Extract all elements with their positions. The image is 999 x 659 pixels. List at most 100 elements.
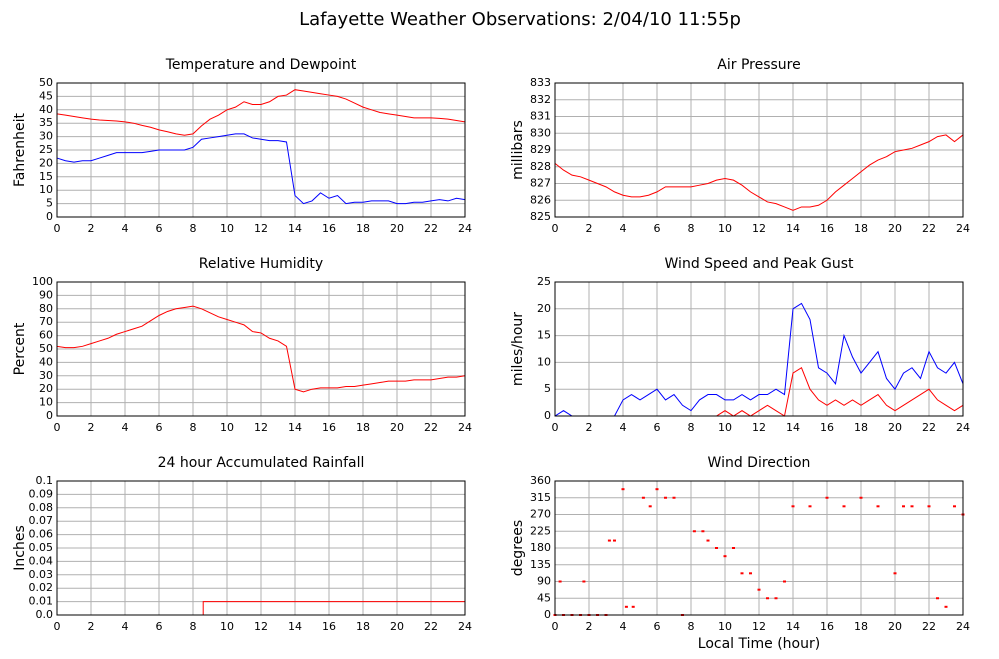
x-tick-label: 10 [718, 421, 732, 434]
y-tick-label: 0.04 [29, 554, 54, 567]
chart-title: Relative Humidity [199, 256, 323, 272]
y-tick-label: 50 [39, 342, 53, 355]
x-tick-label: 6 [156, 620, 163, 633]
y-tick-label: 10 [39, 396, 53, 409]
y-tick-label: 832 [530, 93, 551, 106]
scatter-point [624, 605, 628, 608]
scatter-point [672, 496, 676, 499]
y-tick-label: 70 [39, 315, 53, 328]
x-tick-label: 14 [288, 222, 302, 235]
series-line [56, 89, 466, 136]
x-tick-label: 10 [718, 222, 732, 235]
x-tick-label: 4 [122, 222, 129, 235]
y-tick-label: 60 [39, 329, 53, 342]
x-tick-label: 8 [688, 620, 695, 633]
scatter-point [808, 505, 812, 508]
x-tick-label: 12 [254, 421, 268, 434]
y-tick-label: 10 [537, 355, 551, 368]
x-tick-label: 24 [956, 222, 970, 235]
scatter-point [876, 505, 880, 508]
x-tick-label: 24 [956, 620, 970, 633]
scatter-point [692, 530, 696, 533]
x-tick-label: 10 [718, 620, 732, 633]
x-tick-label: 2 [586, 620, 593, 633]
scatter-point [893, 572, 897, 575]
scatter-point [701, 530, 705, 533]
y-tick-label: 827 [530, 177, 551, 190]
y-tick-label: 315 [530, 491, 551, 504]
scatter-point [783, 580, 786, 583]
x-tick-label: 12 [254, 222, 268, 235]
x-tick-label: 6 [156, 222, 163, 235]
scatter-point [706, 539, 710, 542]
scatter-point [732, 547, 735, 549]
x-tick-label: 10 [220, 222, 234, 235]
scatter-point [859, 496, 863, 499]
x-tick-label: 18 [356, 421, 370, 434]
y-tick-label: 0.01 [29, 595, 54, 608]
y-tick-label: 30 [39, 369, 53, 382]
plot-frame [56, 82, 466, 218]
x-tick-label: 14 [786, 620, 800, 633]
scatter-point [766, 597, 769, 600]
x-tick-label: 16 [322, 421, 336, 434]
x-tick-label: 20 [888, 222, 902, 235]
plot-frame [56, 480, 466, 616]
x-tick-label: 22 [424, 421, 438, 434]
x-tick-label: 14 [288, 620, 302, 633]
x-tick-label: 2 [88, 620, 95, 633]
chart-title: Wind Direction [708, 455, 811, 471]
x-tick-label: 20 [888, 421, 902, 434]
x-tick-label: 10 [220, 421, 234, 434]
y-axis-label: Inches [12, 525, 28, 570]
y-tick-label: 833 [530, 76, 551, 89]
y-tick-label: 90 [537, 575, 551, 588]
y-axis-label: millibars [510, 120, 526, 180]
x-tick-label: 0 [552, 222, 559, 235]
x-tick-label: 6 [654, 222, 661, 235]
scatter-point [936, 597, 939, 600]
x-tick-label: 16 [820, 222, 834, 235]
scatter-point [902, 505, 905, 508]
y-tick-label: 360 [530, 474, 551, 487]
y-tick-label: 0.02 [29, 581, 54, 594]
y-tick-label: 15 [537, 329, 551, 342]
x-tick-label: 2 [88, 421, 95, 434]
y-tick-label: 0.0 [36, 608, 54, 621]
x-tick-label: 10 [220, 620, 234, 633]
x-tick-label: 16 [322, 620, 336, 633]
plot-frame [554, 82, 964, 218]
x-tick-label: 18 [854, 222, 868, 235]
x-tick-label: 24 [458, 421, 472, 434]
y-tick-label: 10 [39, 183, 53, 196]
x-tick-label: 20 [390, 222, 404, 235]
x-tick-label: 6 [654, 620, 661, 633]
scatter-point [648, 505, 652, 508]
y-tick-label: 25 [537, 275, 551, 288]
series-line [554, 134, 964, 211]
scatter-point [582, 580, 586, 583]
scatter-point [944, 605, 948, 608]
x-tick-label: 20 [888, 620, 902, 633]
series-line [56, 305, 466, 393]
y-tick-label: 225 [530, 524, 551, 537]
figure-title: Lafayette Weather Observations: 2/04/10 … [299, 9, 741, 30]
x-tick-label: 22 [424, 222, 438, 235]
x-tick-label: 2 [586, 222, 593, 235]
x-tick-label: 12 [254, 620, 268, 633]
y-tick-label: 135 [530, 558, 551, 571]
y-tick-label: 0.09 [29, 487, 54, 500]
x-tick-label: 2 [88, 222, 95, 235]
y-axis-label: Fahrenheit [12, 112, 28, 187]
scatter-point [631, 605, 635, 608]
y-tick-label: 15 [39, 170, 53, 183]
scatter-point [825, 496, 829, 499]
chart-title: Temperature and Dewpoint [165, 57, 357, 73]
y-tick-label: 90 [39, 288, 53, 301]
x-tick-label: 24 [458, 620, 472, 633]
plot-frame [56, 281, 466, 417]
x-tick-label: 16 [820, 421, 834, 434]
x-tick-label: 14 [288, 421, 302, 434]
y-tick-label: 45 [39, 89, 53, 102]
scatter-point [953, 505, 956, 508]
